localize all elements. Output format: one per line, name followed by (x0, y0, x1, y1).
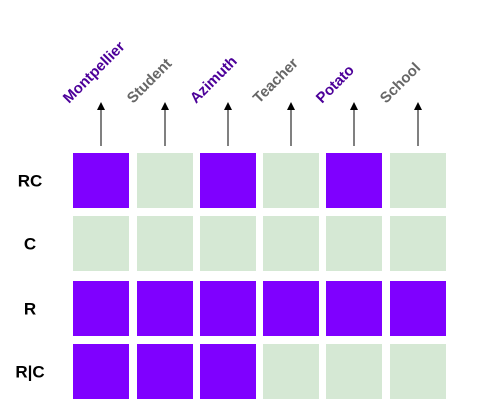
matrix-cell-r2-c5 (390, 281, 446, 336)
matrix-cell-r1-c2 (200, 216, 256, 271)
matrix-cell-r3-c5 (390, 344, 446, 399)
matrix-cell-r2-c1 (137, 281, 193, 336)
column-label-teacher: Teacher (250, 55, 302, 107)
matrix-cell-r1-c1 (137, 216, 193, 271)
row-label-2: R (24, 300, 36, 319)
matrix-cell-r3-c3 (263, 344, 319, 399)
matrix-cell-r1-c4 (326, 216, 382, 271)
column-label-montpellier: Montpellier (60, 38, 129, 107)
row-label-0: RC (18, 172, 43, 191)
column-label-potato: Potato (313, 62, 358, 107)
column-label-student: Student (124, 55, 175, 106)
matrix-cell-r0-c4 (326, 153, 382, 208)
column-label-azimuth: Azimuth (187, 53, 241, 107)
matrix-cell-r0-c2 (200, 153, 256, 208)
matrix-cell-r0-c5 (390, 153, 446, 208)
matrix-cell-r0-c3 (263, 153, 319, 208)
matrix-cell-r2-c4 (326, 281, 382, 336)
matrix-cell-r3-c1 (137, 344, 193, 399)
matrix-cell-r2-c3 (263, 281, 319, 336)
matrix-cell-r2-c0 (73, 281, 129, 336)
matrix-cell-r2-c2 (200, 281, 256, 336)
matrix-cell-r3-c2 (200, 344, 256, 399)
column-label-school: School (377, 59, 424, 106)
matrix-cell-r0-c0 (73, 153, 129, 208)
matrix-cell-r3-c0 (73, 344, 129, 399)
matrix-cell-r3-c4 (326, 344, 382, 399)
matrix-cell-r1-c3 (263, 216, 319, 271)
matrix-cell-r0-c1 (137, 153, 193, 208)
row-label-3: R|C (15, 363, 44, 382)
matrix-cell-r1-c5 (390, 216, 446, 271)
row-label-1: C (24, 235, 36, 254)
matrix-cell-r1-c0 (73, 216, 129, 271)
